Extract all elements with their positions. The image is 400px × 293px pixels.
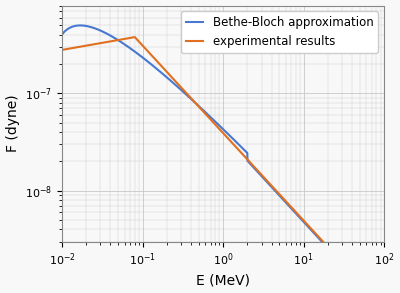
- Bethe-Bloch approximation: [324, 246, 329, 249]
- Y-axis label: F (dyne): F (dyne): [6, 95, 20, 152]
- experimental results: [300, 218, 305, 221]
- experimental results: [118, 38, 123, 41]
- Bethe-Bloch approximation: [78, 24, 83, 27]
- experimental results: [60, 48, 64, 52]
- Bethe-Bloch approximation: [60, 33, 64, 36]
- Line: Bethe-Bloch approximation: Bethe-Bloch approximation: [62, 25, 384, 293]
- Bethe-Bloch approximation: [183, 92, 188, 95]
- Bethe-Bloch approximation: [253, 168, 258, 171]
- experimental results: [253, 166, 258, 170]
- X-axis label: E (MeV): E (MeV): [196, 273, 250, 287]
- experimental results: [183, 90, 188, 93]
- Bethe-Bloch approximation: [300, 219, 305, 222]
- Bethe-Bloch approximation: [118, 40, 123, 43]
- Bethe-Bloch approximation: [269, 185, 274, 189]
- Legend: Bethe-Bloch approximation, experimental results: Bethe-Bloch approximation, experimental …: [181, 11, 378, 53]
- experimental results: [269, 184, 274, 188]
- experimental results: [324, 244, 329, 248]
- Line: experimental results: experimental results: [62, 37, 384, 293]
- experimental results: [132, 35, 137, 39]
